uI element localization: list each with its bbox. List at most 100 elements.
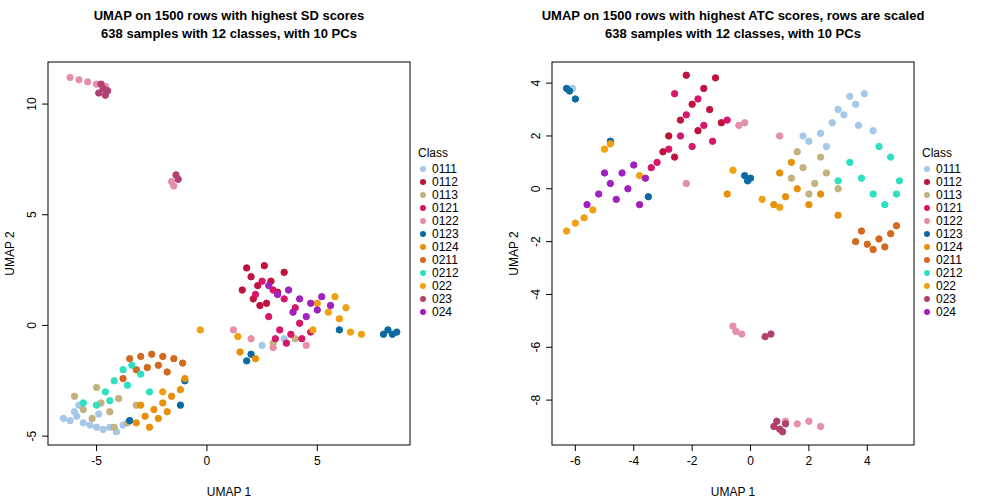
point [71,393,77,399]
y-tick-label: 4 [529,79,543,86]
point [93,424,99,430]
y-tick [42,104,48,105]
point [645,194,651,200]
point [861,90,867,96]
point [248,336,254,342]
legend-swatch [420,166,426,172]
point [93,402,99,408]
y-tick-label: -4 [529,289,543,300]
point [841,112,847,118]
point [327,302,333,308]
y-tick-label: -5 [25,430,39,441]
point [817,130,823,136]
point [730,167,736,173]
legend-swatch [420,179,426,185]
point [788,159,794,165]
point [794,186,800,192]
point [619,170,625,176]
point [325,309,331,315]
legend-label: 0123 [432,227,459,241]
point [182,375,188,381]
point [120,375,126,381]
point [683,72,689,78]
point [332,293,338,299]
point [303,342,309,348]
point [285,287,291,293]
y-tick-label: -6 [529,342,543,353]
x-tick-label: 2 [806,454,813,468]
point [677,133,683,139]
legend-swatch [924,218,930,224]
point [160,389,166,395]
point [572,96,578,102]
legend-label: 0124 [432,240,459,254]
point [709,138,715,144]
points [563,72,902,435]
point [782,421,788,427]
point [283,340,289,346]
point [683,112,689,118]
point [177,402,183,408]
point [168,393,174,399]
y-tick [42,325,48,326]
point [259,342,265,348]
point [870,191,876,197]
point [237,349,243,355]
legend-swatch [924,244,930,250]
point [197,327,203,333]
point [252,355,258,361]
point [126,417,132,423]
point [864,241,870,247]
point [677,117,683,123]
y-tick [546,241,552,242]
point [739,331,745,337]
point [102,92,108,98]
point [563,85,569,91]
point [380,331,386,337]
legend-label: 0112 [936,175,962,189]
point [887,154,893,160]
point [146,424,152,430]
legend-swatch [924,296,930,302]
legend-swatch [420,257,426,263]
legend-swatch [924,231,930,237]
point [806,201,812,207]
legend-label: 0212 [432,266,459,280]
y-tick [546,83,552,84]
point [87,422,93,428]
point [666,146,672,152]
x-tick [96,445,97,451]
point [288,331,294,337]
point [572,220,578,226]
legend-label: 0212 [936,266,963,280]
x-tick-label: -6 [570,454,581,468]
point [858,228,864,234]
point [794,421,800,427]
point [855,122,861,128]
point [689,143,695,149]
point [812,180,818,186]
point [347,329,353,335]
point [358,331,364,337]
point [171,183,177,189]
title: UMAP on 1500 rows with highest ATC score… [542,8,925,23]
legend-swatch [420,205,426,211]
point [724,191,730,197]
point [817,191,823,197]
point [741,120,747,126]
point [876,236,882,242]
x-tick [692,445,693,451]
y-tick-label: 5 [25,211,39,218]
point [235,333,241,339]
point [120,367,126,373]
subtitle: 638 samples with 12 classes, with 10 PCs [605,26,861,41]
x-tick [206,445,207,451]
legend-label: 0123 [936,227,963,241]
y-tick-label: 2 [529,132,543,139]
point [590,207,596,213]
point [314,300,320,306]
subtitle: 638 samples with 12 classes, with 10 PCs [101,26,357,41]
point [671,154,677,160]
point [171,355,177,361]
y-tick [546,135,552,136]
